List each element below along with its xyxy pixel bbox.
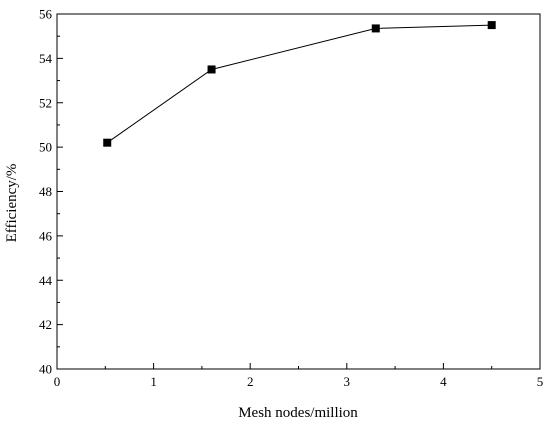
x-tick-label: 4 bbox=[440, 374, 447, 389]
data-point-marker bbox=[371, 24, 380, 33]
y-tick-label: 52 bbox=[39, 95, 52, 110]
data-point-marker bbox=[487, 21, 496, 30]
plot-frame bbox=[56, 13, 541, 370]
y-tick-label: 50 bbox=[39, 140, 52, 155]
y-tick-label: 46 bbox=[39, 228, 53, 243]
y-tick-label: 44 bbox=[39, 273, 53, 288]
data-point-marker bbox=[207, 65, 216, 74]
x-tick-label: 0 bbox=[54, 374, 61, 389]
series bbox=[103, 21, 496, 147]
y-tick-label: 42 bbox=[39, 317, 52, 332]
y-axis-title: Efficiency/% bbox=[4, 164, 20, 243]
y-tick-label: 48 bbox=[39, 184, 52, 199]
x-tick-label: 3 bbox=[344, 374, 351, 389]
series-line bbox=[106, 24, 492, 144]
data-point-marker bbox=[103, 138, 112, 147]
ticks: 0 1 2 3 4 5 40 42 44 46 48 50 52 54 56 bbox=[39, 7, 543, 390]
x-axis-title: Mesh nodes/million bbox=[238, 405, 358, 421]
x-tick-label: 5 bbox=[537, 374, 544, 389]
y-tick-label: 56 bbox=[39, 7, 53, 22]
x-tick-label: 2 bbox=[247, 374, 254, 389]
x-tick-label: 1 bbox=[150, 374, 157, 389]
axes bbox=[56, 13, 541, 370]
y-tick-label: 40 bbox=[39, 362, 52, 377]
y-tick-label: 54 bbox=[39, 51, 53, 66]
